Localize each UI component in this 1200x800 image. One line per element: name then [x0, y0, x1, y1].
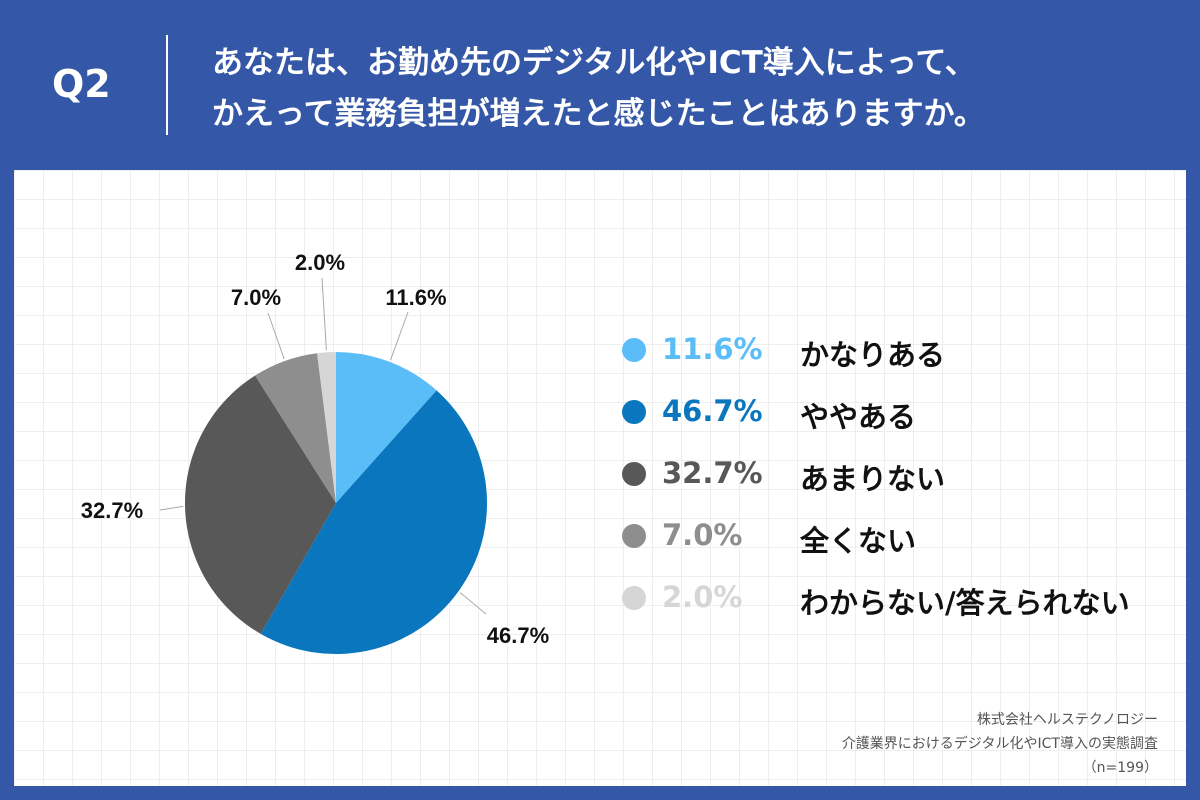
chart-legend: 11.6% かなりある 46.7% ややある 32.7% あまりない 7.0% … — [618, 330, 1178, 640]
leader-line — [159, 505, 184, 511]
pie-slice — [184, 375, 336, 634]
legend-label: あまりない — [800, 462, 946, 496]
question-title-line2: かえって業務負担が増えたと感じたことはありますか。 — [212, 96, 985, 132]
pie-data-label: 32.7% — [81, 498, 143, 523]
legend-label: ややある — [800, 400, 917, 434]
leader-line — [390, 311, 409, 361]
pie-data-label: 11.6% — [385, 285, 446, 310]
legend-value: 2.0% — [662, 580, 743, 614]
footnote-survey: 介護業界におけるデジタル化やICT導入の実態調査 — [841, 736, 1158, 752]
pie-data-label: 7.0% — [231, 285, 281, 310]
pie-slice — [336, 352, 437, 503]
legend-swatch — [622, 462, 646, 486]
pie-data-label: 46.7% — [487, 623, 549, 648]
question-title-line1: あなたは、お勤め先のデジタル化やICT導入によって、 — [212, 45, 976, 81]
legend-label: かなりある — [800, 338, 946, 372]
pie-slice — [260, 390, 487, 654]
legend-item: 32.7% あまりない — [618, 454, 1178, 516]
legend-swatch — [622, 400, 646, 424]
question-number: Q2 — [52, 62, 111, 106]
legend-value: 32.7% — [662, 456, 763, 490]
legend-item: 46.7% ややある — [618, 392, 1178, 454]
leader-line — [459, 592, 487, 615]
legend-swatch — [622, 586, 646, 610]
question-title: あなたは、お勤め先のデジタル化やICT導入によって、 かえって業務負担が増えたと… — [212, 38, 1172, 140]
pie-slice — [255, 353, 336, 503]
legend-value: 11.6% — [662, 332, 763, 366]
legend-item: 2.0% わからない/答えられない — [618, 578, 1178, 640]
question-header: Q2 あなたは、お勤め先のデジタル化やICT導入によって、 かえって業務負担が増… — [0, 0, 1200, 170]
pie-data-label: 2.0% — [295, 250, 345, 275]
legend-swatch — [622, 524, 646, 548]
legend-value: 7.0% — [662, 518, 743, 552]
footnote-company: 株式会社ヘルステクノロジー — [976, 712, 1158, 728]
leader-line — [321, 277, 327, 351]
pie-slice — [317, 352, 336, 503]
legend-item: 7.0% 全くない — [618, 516, 1178, 578]
legend-swatch — [622, 338, 646, 362]
legend-value: 46.7% — [662, 394, 763, 428]
legend-label: 全くない — [800, 524, 917, 558]
legend-label: わからない/答えられない — [800, 586, 1130, 620]
footnote-sample-size: （n=199） — [1082, 760, 1158, 776]
source-footnote: 株式会社ヘルステクノロジー 介護業界におけるデジタル化やICT導入の実態調査 （… — [842, 708, 1158, 780]
header-divider — [166, 35, 168, 135]
leader-line — [267, 312, 285, 360]
legend-item: 11.6% かなりある — [618, 330, 1178, 392]
